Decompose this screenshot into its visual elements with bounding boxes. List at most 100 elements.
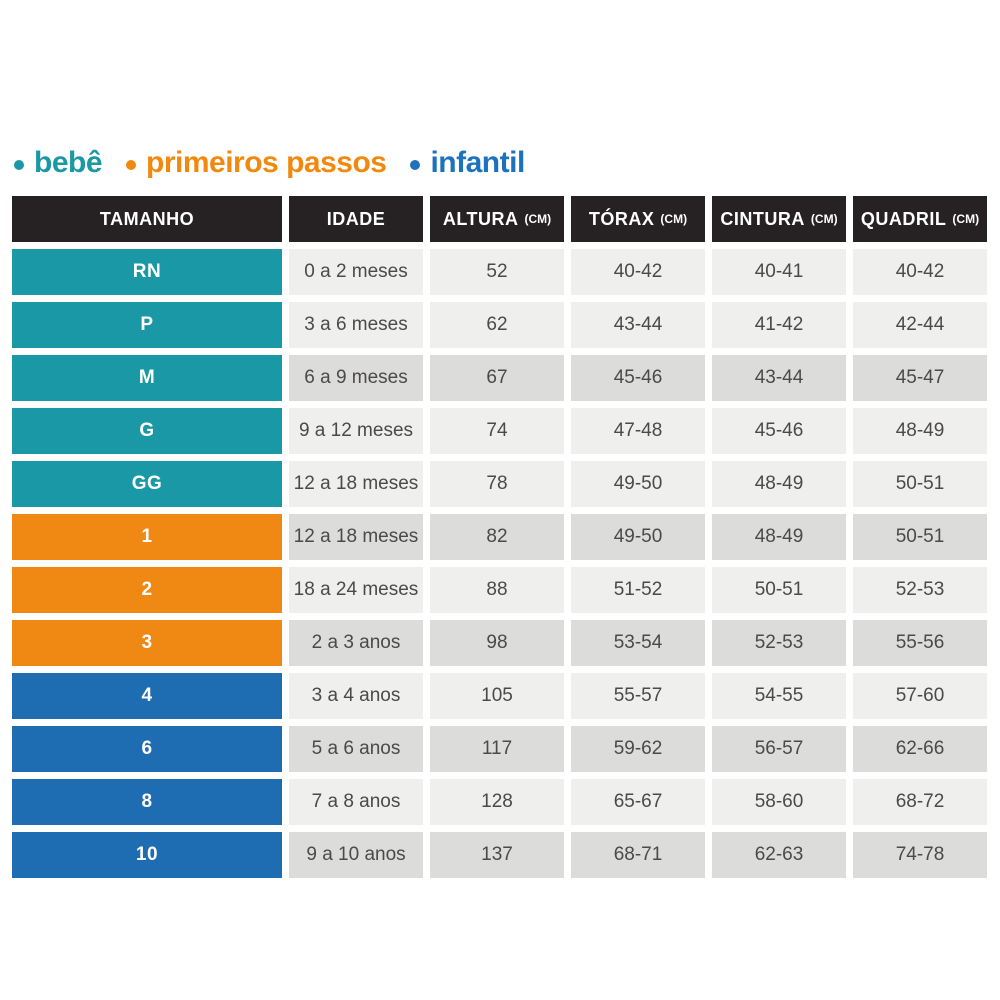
height-cell: 117 bbox=[430, 726, 564, 772]
hip-cell: 48-49 bbox=[853, 408, 987, 454]
age-cell: 0 a 2 meses bbox=[289, 249, 423, 295]
hip-cell: 45-47 bbox=[853, 355, 987, 401]
waist-cell: 58-60 bbox=[712, 779, 846, 825]
size-cell: 3 bbox=[12, 620, 282, 666]
hip-cell: 50-51 bbox=[853, 461, 987, 507]
size-cell: 4 bbox=[12, 673, 282, 719]
hip-cell: 40-42 bbox=[853, 249, 987, 295]
age-cell: 6 a 9 meses bbox=[289, 355, 423, 401]
table-row: 10 9 a 10 anos 137 68-71 62-63 74-78 bbox=[12, 832, 987, 878]
header-unit: (CM) bbox=[524, 212, 552, 226]
age-cell: 2 a 3 anos bbox=[289, 620, 423, 666]
hip-cell: 68-72 bbox=[853, 779, 987, 825]
hip-cell: 55-56 bbox=[853, 620, 987, 666]
header-cell-idade: IDADE bbox=[289, 196, 423, 242]
header-cell-tamanho: TAMANHO bbox=[12, 196, 282, 242]
header-label: TAMANHO bbox=[99, 208, 195, 229]
age-cell: 9 a 12 meses bbox=[289, 408, 423, 454]
bullet-dot-icon bbox=[14, 159, 24, 170]
waist-cell: 41-42 bbox=[712, 302, 846, 348]
legend-item-bebe: bebê bbox=[14, 146, 103, 180]
chest-cell: 49-50 bbox=[571, 514, 705, 560]
waist-cell: 45-46 bbox=[712, 408, 846, 454]
size-cell: 8 bbox=[12, 779, 282, 825]
legend-label-bebe: bebê bbox=[34, 146, 103, 179]
header-unit: (CM) bbox=[810, 212, 838, 226]
height-cell: 98 bbox=[430, 620, 564, 666]
chest-cell: 55-57 bbox=[571, 673, 705, 719]
category-legend: bebê primeiros passos infantil bbox=[14, 146, 1000, 180]
waist-cell: 50-51 bbox=[712, 567, 846, 613]
waist-cell: 52-53 bbox=[712, 620, 846, 666]
table-row: 1 12 a 18 meses 82 49-50 48-49 50-51 bbox=[12, 514, 987, 560]
header-cell-altura: ALTURA (CM) bbox=[430, 196, 564, 242]
hip-cell: 52-53 bbox=[853, 567, 987, 613]
chest-cell: 65-67 bbox=[571, 779, 705, 825]
header-label: TÓRAX bbox=[588, 208, 655, 229]
age-cell: 5 a 6 anos bbox=[289, 726, 423, 772]
age-cell: 3 a 4 anos bbox=[289, 673, 423, 719]
size-cell: P bbox=[12, 302, 282, 348]
legend-label-infantil: infantil bbox=[430, 146, 525, 179]
chest-cell: 51-52 bbox=[571, 567, 705, 613]
hip-cell: 74-78 bbox=[853, 832, 987, 878]
height-cell: 78 bbox=[430, 461, 564, 507]
waist-cell: 54-55 bbox=[712, 673, 846, 719]
height-cell: 74 bbox=[430, 408, 564, 454]
header-cell-quadril: QUADRIL (CM) bbox=[853, 196, 987, 242]
height-cell: 105 bbox=[430, 673, 564, 719]
age-cell: 12 a 18 meses bbox=[289, 514, 423, 560]
waist-cell: 40-41 bbox=[712, 249, 846, 295]
header-cell-torax: TÓRAX (CM) bbox=[571, 196, 705, 242]
header-unit: (CM) bbox=[660, 212, 688, 226]
age-cell: 18 a 24 meses bbox=[289, 567, 423, 613]
bullet-dot-icon bbox=[126, 159, 137, 170]
size-cell: RN bbox=[12, 249, 282, 295]
waist-cell: 48-49 bbox=[712, 514, 846, 560]
waist-cell: 62-63 bbox=[712, 832, 846, 878]
size-cell: GG bbox=[12, 461, 282, 507]
chest-cell: 45-46 bbox=[571, 355, 705, 401]
header-label: ALTURA bbox=[442, 208, 519, 229]
table-row: GG 12 a 18 meses 78 49-50 48-49 50-51 bbox=[12, 461, 987, 507]
age-cell: 12 a 18 meses bbox=[289, 461, 423, 507]
size-cell: 6 bbox=[12, 726, 282, 772]
chest-cell: 43-44 bbox=[571, 302, 705, 348]
chest-cell: 68-71 bbox=[571, 832, 705, 878]
height-cell: 88 bbox=[430, 567, 564, 613]
hip-cell: 62-66 bbox=[853, 726, 987, 772]
table-row: 2 18 a 24 meses 88 51-52 50-51 52-53 bbox=[12, 567, 987, 613]
size-cell: 10 bbox=[12, 832, 282, 878]
height-cell: 52 bbox=[430, 249, 564, 295]
age-cell: 9 a 10 anos bbox=[289, 832, 423, 878]
age-cell: 7 a 8 anos bbox=[289, 779, 423, 825]
height-cell: 82 bbox=[430, 514, 564, 560]
header-label: CINTURA bbox=[720, 208, 805, 229]
table-header-row: TAMANHO IDADE ALTURA (CM) TÓRAX (CM) CIN… bbox=[12, 196, 987, 242]
chest-cell: 49-50 bbox=[571, 461, 705, 507]
size-cell: 1 bbox=[12, 514, 282, 560]
height-cell: 137 bbox=[430, 832, 564, 878]
age-cell: 3 a 6 meses bbox=[289, 302, 423, 348]
hip-cell: 50-51 bbox=[853, 514, 987, 560]
waist-cell: 43-44 bbox=[712, 355, 846, 401]
size-cell: 2 bbox=[12, 567, 282, 613]
hip-cell: 42-44 bbox=[853, 302, 987, 348]
chest-cell: 47-48 bbox=[571, 408, 705, 454]
legend-item-primeiros-passos: primeiros passos bbox=[126, 146, 387, 180]
header-unit: (CM) bbox=[952, 212, 980, 226]
table-row: RN 0 a 2 meses 52 40-42 40-41 40-42 bbox=[12, 249, 987, 295]
chest-cell: 59-62 bbox=[571, 726, 705, 772]
height-cell: 128 bbox=[430, 779, 564, 825]
size-cell: G bbox=[12, 408, 282, 454]
header-cell-cintura: CINTURA (CM) bbox=[712, 196, 846, 242]
waist-cell: 48-49 bbox=[712, 461, 846, 507]
size-cell: M bbox=[12, 355, 282, 401]
legend-label-primeiros-passos: primeiros passos bbox=[146, 146, 387, 179]
chest-cell: 40-42 bbox=[571, 249, 705, 295]
